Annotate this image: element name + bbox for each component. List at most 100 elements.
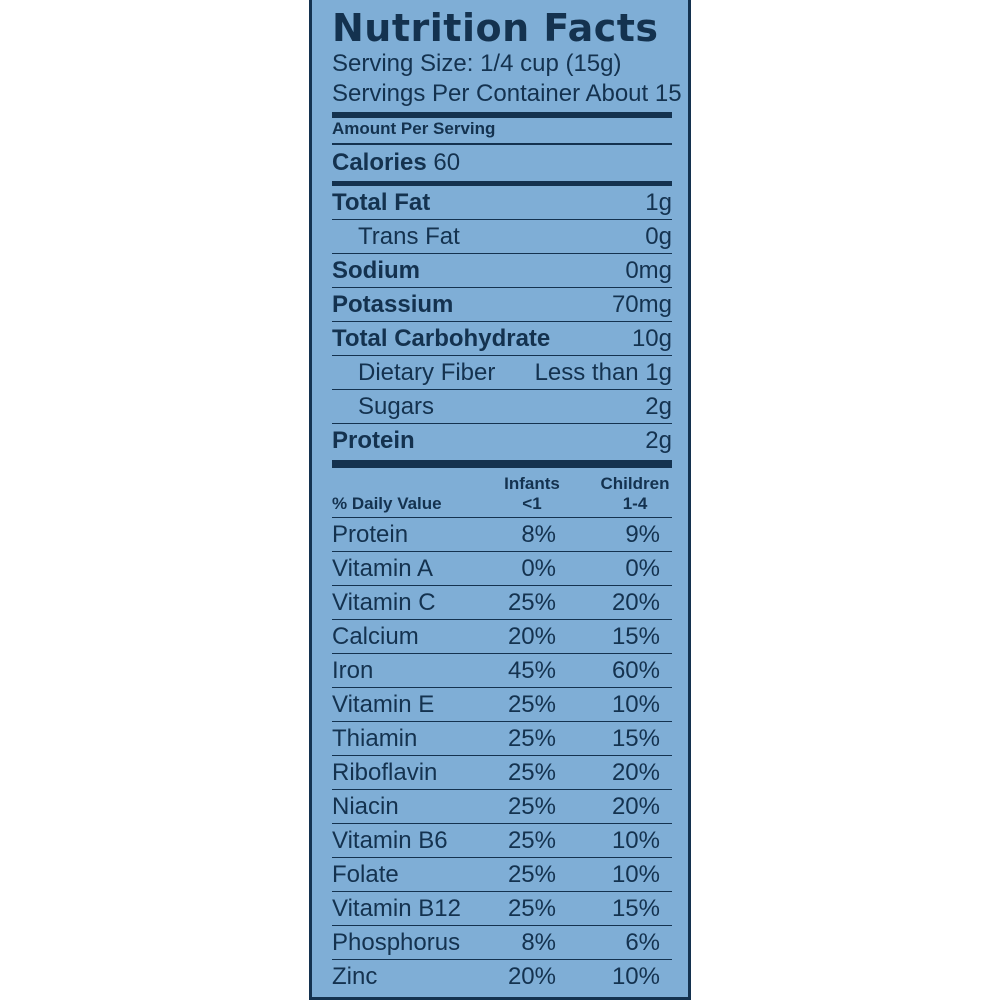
- daily-value-row: Riboflavin 25% 20%: [332, 756, 672, 790]
- daily-value-nutrient: Folate: [332, 861, 399, 888]
- nutrient-value: 10g: [631, 325, 672, 352]
- daily-value-row: Vitamin B6 25% 10%: [332, 824, 672, 858]
- daily-value-nutrient: Iron: [332, 657, 374, 684]
- daily-value-nutrient: Protein: [332, 521, 409, 548]
- children-percent: 60%: [611, 657, 660, 684]
- infants-percent: 25%: [507, 759, 556, 786]
- daily-value-nutrient: Riboflavin: [332, 759, 438, 786]
- thick-divider: [332, 460, 672, 468]
- nutrient-value: 2g: [645, 393, 672, 420]
- daily-value-row: Vitamin A 0% 0%: [332, 552, 672, 586]
- daily-value-row: Iron 45% 60%: [332, 654, 672, 688]
- daily-value-nutrient: Vitamin B12: [332, 895, 461, 922]
- nutrient-row: Dietary Fiber Less than 1g: [332, 357, 672, 390]
- children-percent: 15%: [611, 623, 660, 650]
- daily-value-nutrient: Vitamin A: [332, 555, 433, 582]
- nutrition-facts-panel: Nutrition Facts Serving Size: 1/4 cup (1…: [309, 0, 691, 1000]
- nutrient-name: Total Fat: [332, 189, 431, 216]
- daily-value-row: Zinc 20% 10%: [332, 960, 672, 994]
- daily-value-row: Vitamin B12 25% 15%: [332, 892, 672, 926]
- nutrient-row: Total Carbohydrate 10g: [332, 323, 672, 356]
- infants-header-line1: Infants: [504, 474, 560, 493]
- nutrient-value: 2g: [645, 427, 672, 454]
- nutrient-value: 1g: [645, 189, 672, 216]
- daily-value-row: Folate 25% 10%: [332, 858, 672, 892]
- infants-column-header: Infants <1: [487, 474, 577, 514]
- nutrient-value: 70mg: [611, 291, 672, 318]
- infants-percent: 25%: [507, 861, 556, 888]
- nutrient-name: Trans Fat: [358, 223, 460, 250]
- children-percent: 15%: [611, 725, 660, 752]
- nutrient-row: Sodium 0mg: [332, 255, 672, 288]
- nutrient-name: Dietary Fiber: [358, 359, 496, 386]
- daily-value-row: Calcium 20% 15%: [332, 620, 672, 654]
- daily-value-nutrient: Thiamin: [332, 725, 418, 752]
- daily-value-row: Vitamin C 25% 20%: [332, 586, 672, 620]
- children-header-line1: Children: [600, 474, 670, 493]
- nutrient-row: Trans Fat 0g: [332, 221, 672, 254]
- nutrient-row: Protein 2g: [332, 425, 672, 458]
- nutrient-value: 0mg: [625, 257, 672, 284]
- calories-label: Calories: [332, 149, 427, 176]
- children-percent: 0%: [625, 555, 660, 582]
- infants-percent: 20%: [507, 963, 556, 990]
- daily-value-nutrient: Zinc: [332, 963, 378, 990]
- daily-value-heading: % Daily Value: [332, 494, 442, 513]
- infants-percent: 25%: [507, 827, 556, 854]
- daily-value-header: % Daily Value Infants <1 Children 1-4: [332, 470, 672, 518]
- children-percent: 10%: [611, 861, 660, 888]
- daily-value-row: Niacin 25% 20%: [332, 790, 672, 824]
- medium-divider: [332, 181, 672, 186]
- serving-size: Serving Size: 1/4 cup (15g): [332, 50, 622, 77]
- children-percent: 15%: [611, 895, 660, 922]
- children-percent: 10%: [611, 827, 660, 854]
- daily-value-nutrient: Calcium: [332, 623, 419, 650]
- infants-percent: 0%: [521, 555, 556, 582]
- nutrient-value: 0g: [645, 223, 672, 250]
- infants-percent: 25%: [507, 725, 556, 752]
- nutrient-value: Less than 1g: [534, 359, 672, 386]
- nutrient-name: Total Carbohydrate: [332, 325, 551, 352]
- calories-row: Calories 60: [332, 145, 672, 181]
- daily-value-row: Protein 8% 9%: [332, 518, 672, 552]
- children-percent: 9%: [625, 521, 660, 548]
- nutrient-name: Protein: [332, 427, 415, 454]
- daily-value-nutrient: Vitamin B6: [332, 827, 448, 854]
- daily-value-nutrient: Niacin: [332, 793, 399, 820]
- nutrient-row: Total Fat 1g: [332, 187, 672, 220]
- children-percent: 10%: [611, 963, 660, 990]
- infants-percent: 8%: [521, 929, 556, 956]
- infants-percent: 8%: [521, 521, 556, 548]
- children-percent: 20%: [611, 793, 660, 820]
- infants-percent: 20%: [507, 623, 556, 650]
- children-percent: 10%: [611, 691, 660, 718]
- children-percent: 20%: [611, 759, 660, 786]
- infants-percent: 25%: [507, 589, 556, 616]
- children-column-header: Children 1-4: [590, 474, 680, 514]
- nutrient-name: Potassium: [332, 291, 454, 318]
- servings-per-container: Servings Per Container About 15: [332, 80, 682, 107]
- daily-value-nutrient: Vitamin E: [332, 691, 435, 718]
- infants-percent: 25%: [507, 895, 556, 922]
- nutrient-name: Sugars: [358, 393, 435, 420]
- infants-percent: 25%: [507, 691, 556, 718]
- daily-value-nutrient: Phosphorus: [332, 929, 461, 956]
- thick-divider: [332, 112, 672, 118]
- infants-percent: 25%: [507, 793, 556, 820]
- daily-value-nutrient: Vitamin C: [332, 589, 436, 616]
- children-percent: 6%: [625, 929, 660, 956]
- divider: [332, 143, 672, 145]
- daily-value-row: Thiamin 25% 15%: [332, 722, 672, 756]
- nutrient-name: Sodium: [332, 257, 420, 284]
- children-percent: 20%: [611, 589, 660, 616]
- amount-per-serving: Amount Per Serving: [332, 119, 496, 138]
- children-header-line2: 1-4: [622, 494, 648, 513]
- nutrient-row: Potassium 70mg: [332, 289, 672, 322]
- label-title: Nutrition Facts: [332, 6, 659, 50]
- calories-value: 60: [433, 149, 461, 176]
- infants-percent: 45%: [507, 657, 556, 684]
- daily-value-row: Vitamin E 25% 10%: [332, 688, 672, 722]
- daily-value-row: Phosphorus 8% 6%: [332, 926, 672, 960]
- nutrient-row: Sugars 2g: [332, 391, 672, 424]
- infants-header-line2: <1: [522, 494, 542, 513]
